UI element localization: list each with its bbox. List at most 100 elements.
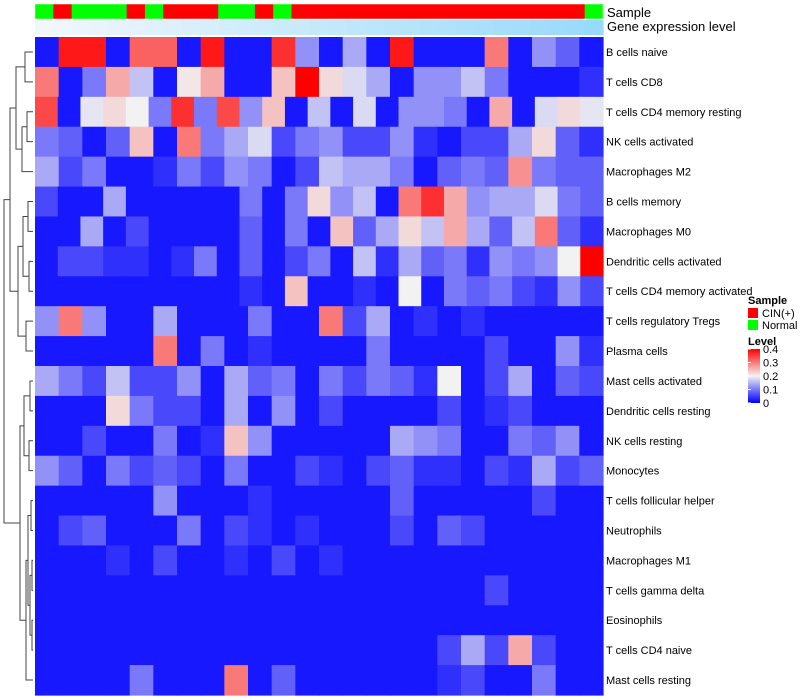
heatmap-cell: [555, 126, 580, 158]
sample-annotation-cell: [199, 4, 219, 19]
heatmap-cell: [580, 246, 604, 277]
heatmap-cell: [532, 485, 557, 517]
heatmap-cell: [466, 276, 490, 307]
heatmap-cell: [508, 515, 533, 547]
heatmap-cell: [366, 306, 391, 337]
heatmap-cell: [319, 545, 344, 576]
heatmap-cell: [353, 96, 377, 128]
heatmap-cell: [295, 425, 320, 457]
gene-annotation-cell: [71, 20, 91, 35]
heatmap-cell: [125, 96, 150, 128]
heatmap-cell: [390, 126, 415, 158]
heatmap-cell: [342, 306, 367, 337]
heatmap-cell: [153, 126, 178, 158]
heatmap-cell: [271, 425, 296, 457]
heatmap-cell: [319, 485, 344, 517]
heatmap-cell: [437, 515, 462, 547]
heatmap-cell: [413, 395, 438, 427]
dendrogram-branch: [30, 500, 33, 531]
heatmap-cell: [330, 96, 354, 128]
gene-annotation-cell: [108, 20, 128, 35]
heatmap-cell: [177, 66, 202, 98]
heatmap-cell: [461, 37, 486, 68]
row-label: T cells follicular helper: [606, 496, 715, 508]
heatmap-cell: [224, 126, 249, 158]
row-labels: B cells naive T cells CD8 T cells CD4 memo…: [606, 47, 753, 687]
heatmap-cell: [224, 306, 249, 337]
heatmap-cell: [443, 186, 468, 218]
heatmap-cell: [484, 485, 509, 517]
heatmap-cell: [508, 37, 533, 68]
heatmap-cell: [125, 186, 150, 218]
heatmap-cell: [532, 336, 557, 367]
heatmap-cell: [342, 605, 367, 636]
heatmap-cell: [366, 37, 391, 68]
heatmap-cell: [35, 575, 60, 606]
sample-annotation-cell: [438, 4, 458, 19]
heatmap-cell: [508, 306, 533, 337]
heatmap-cell: [148, 96, 172, 128]
heatmap-cell: [579, 485, 604, 517]
heatmap-cell: [319, 425, 344, 457]
heatmap-cell: [413, 366, 438, 397]
heatmap-cell: [35, 216, 59, 247]
heatmap-cell: [271, 515, 296, 547]
heatmap-cell: [484, 545, 509, 576]
heatmap-cell: [200, 605, 225, 636]
heatmap-cell: [295, 156, 320, 188]
heatmap-cell: [413, 37, 438, 68]
heatmap-cell: [194, 276, 218, 307]
gene-annotation-cell: [309, 20, 329, 35]
row-label: Macrophages M0: [606, 226, 691, 238]
heatmap-cell: [319, 66, 344, 98]
gene-annotation-cell: [529, 20, 549, 35]
heatmap-cell: [177, 515, 202, 547]
gene-expression-annotation-bar: [35, 20, 604, 35]
heatmap-cell: [82, 156, 107, 188]
heatmap-cell: [557, 96, 581, 128]
heatmap-cell: [555, 605, 580, 636]
heatmap-cell: [319, 336, 344, 367]
row-label: Mast cells activated: [606, 376, 702, 388]
heatmap-cell: [58, 336, 83, 367]
heatmap-cell: [534, 216, 559, 247]
heatmap-cell: [82, 395, 107, 427]
row-label: Monocytes: [606, 466, 660, 478]
heatmap-cell: [461, 665, 486, 696]
heatmap-cell: [200, 665, 225, 696]
heatmap-cell: [307, 96, 331, 128]
sample-annotation-cell: [108, 4, 128, 19]
heatmap-cell: [177, 306, 202, 337]
heatmap-cell: [557, 276, 581, 307]
heatmap-cell: [366, 156, 391, 188]
heatmap-cell: [216, 216, 241, 247]
heatmap-cell: [35, 545, 60, 576]
heatmap-cell: [248, 66, 273, 98]
heatmap-cell: [579, 126, 604, 158]
heatmap-cell: [284, 96, 309, 128]
dendrogram-branch: [9, 107, 18, 292]
sample-annotation-cell: [401, 4, 421, 19]
heatmap-cell: [437, 306, 462, 337]
heatmap-cell: [177, 336, 202, 367]
heatmap-cell: [125, 276, 150, 307]
heatmap-cell: [129, 545, 154, 576]
row-dendrogram: [3, 51, 33, 681]
heatmap-cell: [82, 485, 107, 517]
dendrogram-branch: [31, 559, 33, 591]
sample-annotation-cell: [273, 4, 293, 19]
heatmap-cell: [271, 605, 296, 636]
heatmap-cell: [129, 515, 154, 547]
heatmap-cell: [330, 246, 354, 277]
heatmap-cell: [295, 665, 320, 696]
heatmap-cell: [512, 96, 536, 128]
row-label: T cells gamma delta: [606, 585, 705, 597]
row-label: T cells CD4 memory activated: [606, 286, 753, 298]
gene-annotation-cell: [383, 20, 403, 35]
heatmap-cell: [35, 156, 60, 188]
heatmap-cell: [353, 216, 377, 247]
heatmap-cell: [555, 156, 580, 188]
heatmap-cell: [580, 186, 604, 218]
heatmap-cell: [200, 455, 225, 487]
heatmap-cell: [461, 455, 486, 487]
